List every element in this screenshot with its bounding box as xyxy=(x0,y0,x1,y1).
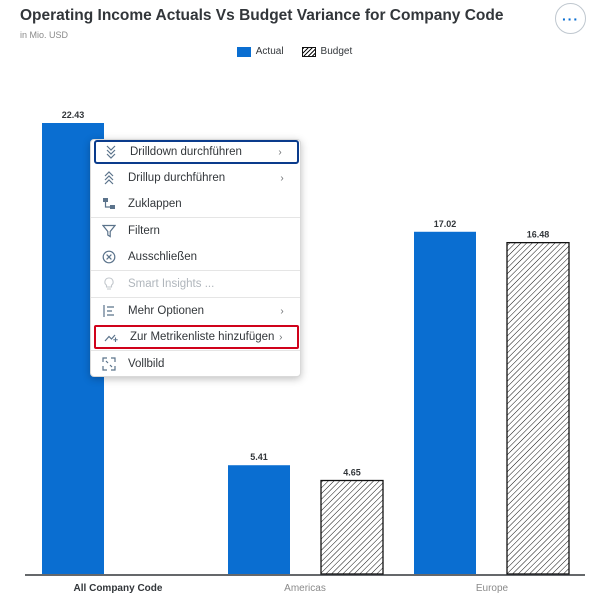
chart-subtitle: in Mio. USD xyxy=(20,30,69,40)
bar-budget-1[interactable] xyxy=(320,479,384,575)
menu-item-filter[interactable]: Filtern xyxy=(94,219,299,243)
menu-separator xyxy=(91,350,300,351)
data-label-budget-1: 4.65 xyxy=(343,468,361,478)
legend-swatch-actual xyxy=(236,46,251,57)
menu-item-drilldown[interactable]: Drilldown durchführen › xyxy=(94,140,299,164)
legend-label-actual: Actual xyxy=(255,46,284,57)
chart-title: Operating Income Actuals Vs Budget Varia… xyxy=(20,7,504,24)
data-label-budget-2: 16.48 xyxy=(527,230,550,240)
collapse-hierarchy-icon xyxy=(102,197,116,211)
category-label-0[interactable]: All Company Code xyxy=(74,583,163,594)
menu-item-label: Ausschließen xyxy=(128,251,198,263)
menu-separator xyxy=(91,297,300,298)
legend-label-budget: Budget xyxy=(320,46,353,57)
chevron-right-icon: › xyxy=(280,172,284,184)
more-options-icon xyxy=(102,304,116,318)
lightbulb-icon xyxy=(102,277,116,291)
drilldown-icon xyxy=(104,145,118,159)
menu-item-label: Zuklappen xyxy=(128,198,182,210)
menu-item-label: Vollbild xyxy=(128,358,165,370)
drillup-icon xyxy=(102,171,116,185)
menu-item-label: Mehr Optionen xyxy=(128,305,205,317)
menu-item-smart-insights[interactable]: Smart Insights ... xyxy=(94,272,299,296)
menu-item-exclude[interactable]: Ausschließen xyxy=(94,245,299,269)
chevron-right-icon: › xyxy=(280,305,284,317)
legend-item-budget[interactable]: Budget xyxy=(301,46,353,57)
trend-add-icon xyxy=(104,330,118,344)
data-label-actual-0: 22.43 xyxy=(62,110,85,120)
category-label-1[interactable]: Americas xyxy=(284,583,326,594)
menu-item-drillup[interactable]: Drillup durchführen › xyxy=(94,166,299,190)
fullscreen-icon xyxy=(102,357,116,371)
menu-item-collapse[interactable]: Zuklappen xyxy=(94,192,299,216)
data-label-actual-1: 5.41 xyxy=(250,452,268,462)
bar-actual-1[interactable] xyxy=(228,465,290,574)
menu-item-add-to-metric-list[interactable]: Zur Metrikenliste hinzufügen › xyxy=(94,325,299,349)
legend-item-actual[interactable]: Actual xyxy=(236,46,284,57)
menu-item-label: Smart Insights ... xyxy=(128,278,215,290)
more-options-button[interactable]: ··· xyxy=(555,3,586,34)
chevron-right-icon: › xyxy=(279,331,283,343)
menu-separator xyxy=(91,217,300,218)
exclude-icon xyxy=(102,250,116,264)
menu-item-label: Zur Metrikenliste hinzufügen xyxy=(130,331,275,343)
menu-item-label: Drillup durchführen xyxy=(128,172,226,184)
legend-swatch-budget xyxy=(301,46,316,57)
menu-item-label: Drilldown durchführen xyxy=(130,146,242,158)
menu-item-label: Filtern xyxy=(128,225,160,237)
context-menu: Drilldown durchführen › Drillup durchfüh… xyxy=(90,139,301,377)
bar-budget-2[interactable] xyxy=(506,241,570,575)
menu-item-fullscreen[interactable]: Vollbild xyxy=(94,352,299,376)
category-label-2[interactable]: Europe xyxy=(476,583,509,594)
filter-icon xyxy=(102,224,116,238)
data-label-actual-2: 17.02 xyxy=(434,219,457,229)
chevron-right-icon: › xyxy=(278,146,282,158)
menu-item-more-options[interactable]: Mehr Optionen › xyxy=(94,299,299,323)
menu-separator xyxy=(91,270,300,271)
bar-actual-2[interactable] xyxy=(414,231,476,574)
chart-legend: Actual Budget xyxy=(0,46,589,57)
